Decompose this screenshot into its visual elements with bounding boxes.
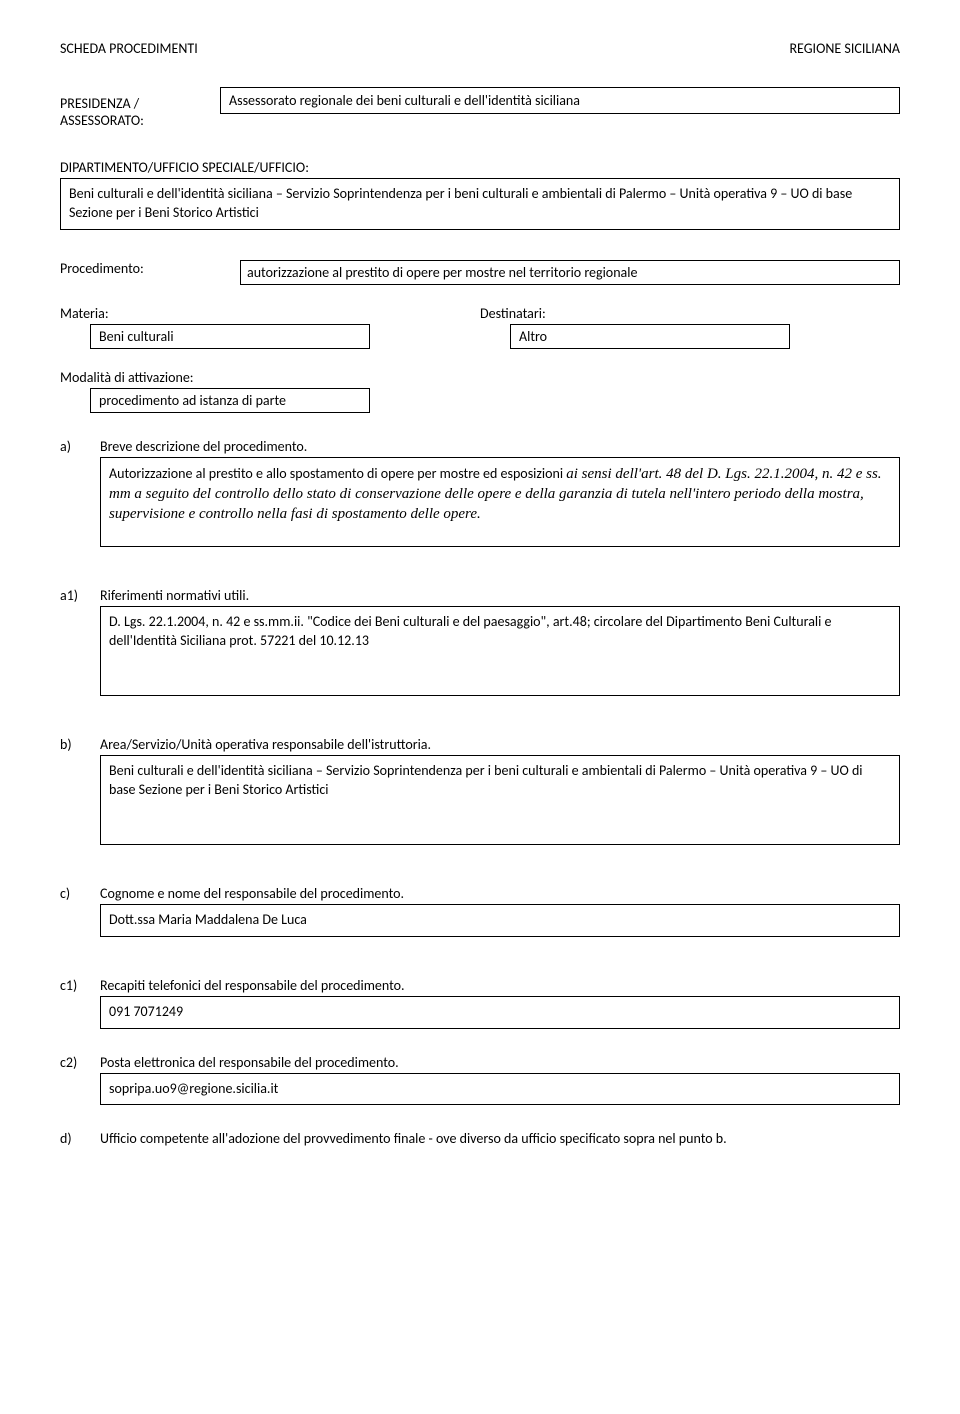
item-d: d) Ufficio competente all'adozione del p… <box>60 1130 900 1149</box>
item-a1: a1) Riferimenti normativi utili. D. Lgs.… <box>60 587 900 696</box>
item-c2: c2) Posta elettronica del responsabile d… <box>60 1054 900 1106</box>
procedimento-row: Procedimento: autorizzazione al prestito… <box>60 260 900 285</box>
modalita-value: procedimento ad istanza di parte <box>90 388 370 413</box>
dipartimento-label: DIPARTIMENTO/UFFICIO SPECIALE/UFFICIO: <box>60 159 900 176</box>
modalita-section: Modalità di attivazione: procedimento ad… <box>60 369 900 413</box>
item-a1-title: Riferimenti normativi utili. <box>100 587 900 604</box>
materia-destinatari-row: Materia: Beni culturali Destinatari: Alt… <box>60 305 900 349</box>
item-c2-letter: c2) <box>60 1054 100 1071</box>
procedimento-label: Procedimento: <box>60 260 240 277</box>
item-a-value: Autorizzazione al prestito e allo sposta… <box>100 457 900 547</box>
header-left: SCHEDA PROCEDIMENTI <box>60 40 198 57</box>
materia-label: Materia: <box>60 305 480 322</box>
item-a-letter: a) <box>60 438 100 455</box>
item-a1-letter: a1) <box>60 587 100 604</box>
item-d-title: Ufficio competente all'adozione del prov… <box>100 1130 900 1147</box>
item-b: b) Area/Servizio/Unità operativa respons… <box>60 736 900 845</box>
item-c1-value: 091 7071249 <box>100 996 900 1029</box>
presidenza-label: PRESIDENZA / ASSESSORATO: <box>60 87 200 129</box>
destinatari-label: Destinatari: <box>480 305 900 322</box>
item-c1-letter: c1) <box>60 977 100 994</box>
item-b-value: Beni culturali e dell'identità siciliana… <box>100 755 900 845</box>
item-c1: c1) Recapiti telefonici del responsabile… <box>60 977 900 1029</box>
destinatari-value: Altro <box>510 324 790 349</box>
page-header: SCHEDA PROCEDIMENTI REGIONE SICILIANA <box>60 40 900 57</box>
item-d-letter: d) <box>60 1130 100 1147</box>
item-b-letter: b) <box>60 736 100 753</box>
item-c: c) Cognome e nome del responsabile del p… <box>60 885 900 937</box>
presidenza-value: Assessorato regionale dei beni culturali… <box>220 87 900 114</box>
item-c2-value: sopripa.uo9@regione.sicilia.it <box>100 1073 900 1106</box>
dipartimento-section: DIPARTIMENTO/UFFICIO SPECIALE/UFFICIO: B… <box>60 159 900 230</box>
modalita-label: Modalità di attivazione: <box>60 369 900 386</box>
item-a-text-plain: Autorizzazione al prestito e allo sposta… <box>109 465 566 482</box>
item-c1-title: Recapiti telefonici del responsabile del… <box>100 977 900 994</box>
item-a1-value: D. Lgs. 22.1.2004, n. 42 e ss.mm.ii. "Co… <box>100 606 900 696</box>
item-c-letter: c) <box>60 885 100 902</box>
item-a-title: Breve descrizione del procedimento. <box>100 438 900 455</box>
item-b-title: Area/Servizio/Unità operativa responsabi… <box>100 736 900 753</box>
item-a: a) Breve descrizione del procedimento. A… <box>60 438 900 547</box>
item-c2-title: Posta elettronica del responsabile del p… <box>100 1054 900 1071</box>
item-c-title: Cognome e nome del responsabile del proc… <box>100 885 900 902</box>
presidenza-row: PRESIDENZA / ASSESSORATO: Assessorato re… <box>60 87 900 129</box>
header-right: REGIONE SICILIANA <box>789 40 900 57</box>
materia-col: Materia: Beni culturali <box>60 305 480 349</box>
procedimento-value: autorizzazione al prestito di opere per … <box>240 260 900 285</box>
item-c-value: Dott.ssa Maria Maddalena De Luca <box>100 904 900 937</box>
dipartimento-value: Beni culturali e dell'identità siciliana… <box>60 178 900 230</box>
materia-value: Beni culturali <box>90 324 370 349</box>
destinatari-col: Destinatari: Altro <box>480 305 900 349</box>
